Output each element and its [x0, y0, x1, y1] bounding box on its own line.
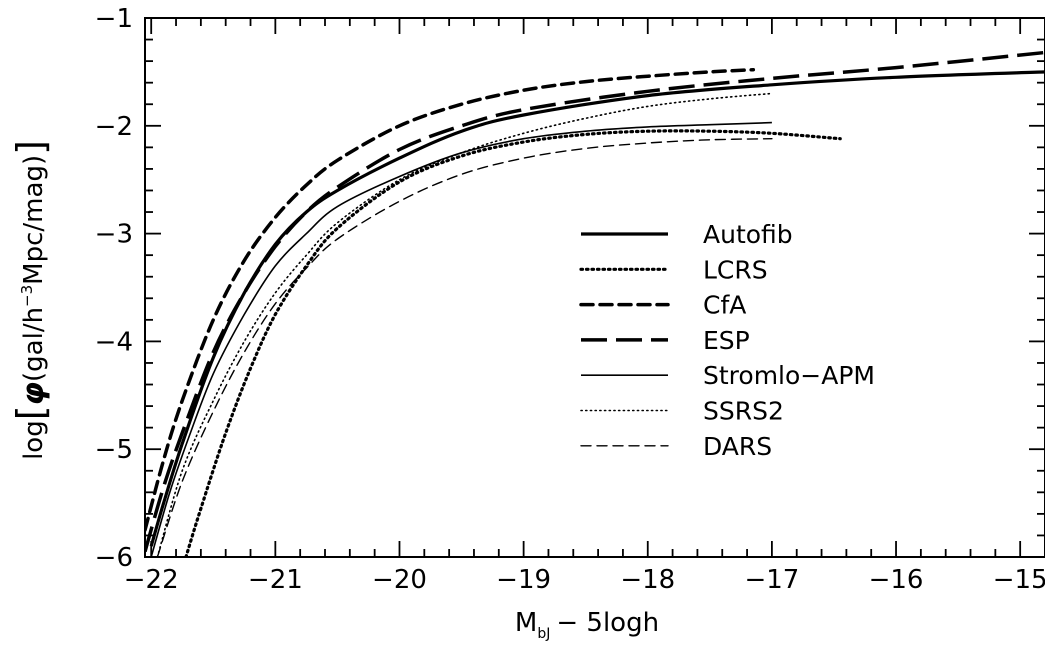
x-tick-label: −21 — [248, 565, 303, 595]
legend-label: ESP — [703, 326, 750, 355]
series-line-2 — [145, 67, 756, 532]
y-tick-label: −1 — [95, 4, 133, 34]
x-tick-labels: −22 −21 −20 −19 −18 −17 −16 −15 — [124, 565, 1045, 595]
x-axis-label: MbJ − 5logh — [515, 608, 659, 642]
series-line-4 — [150, 121, 772, 557]
x-tick-label: −17 — [744, 565, 799, 595]
x-tick-label: −18 — [620, 565, 675, 595]
y-axis-label: log[φ(gal/h−3Mpc/mag)] — [9, 140, 53, 460]
series-line-0 — [149, 70, 1045, 547]
legend-label: Autofib — [703, 220, 793, 249]
y-tick-label: −2 — [95, 112, 133, 142]
y-tick-labels: −6 −5 −4 −3 −2 −1 — [95, 4, 133, 573]
series-line-6 — [156, 138, 773, 557]
legend-label: DARS — [703, 432, 772, 461]
x-tick-label: −22 — [124, 565, 179, 595]
curves-layer — [145, 50, 1045, 557]
legend-label: Stromlo−APM — [703, 361, 875, 390]
legend-item: Stromlo−APM — [581, 361, 875, 390]
x-tick-label: −16 — [869, 565, 924, 595]
tick-marks — [145, 18, 1045, 558]
y-tick-label: −4 — [95, 327, 133, 357]
y-tick-label: −6 — [95, 543, 133, 573]
legend-item: DARS — [580, 432, 772, 461]
y-tick-label: −3 — [95, 220, 133, 250]
x-tick-label: −19 — [496, 565, 551, 595]
legend-item: CfA — [579, 291, 746, 320]
legend-label: SSRS2 — [703, 397, 784, 426]
legend-item: Autofib — [581, 220, 793, 249]
x-tick-label: −15 — [993, 565, 1045, 595]
series-line-5 — [156, 92, 773, 557]
series-line-1 — [184, 129, 842, 557]
plot-frame — [144, 17, 1045, 558]
legend-label: LCRS — [703, 255, 768, 284]
series-line-3 — [145, 50, 1045, 553]
legend-item: LCRS — [579, 255, 768, 284]
x-tick-label: −20 — [372, 565, 427, 595]
legend-item: SSRS2 — [580, 397, 784, 426]
legend: Autofib LCRS CfA ESP Stromlo−APM SSRS2 DARS — [579, 220, 875, 461]
legend-label: CfA — [703, 291, 746, 320]
legend-item: ESP — [581, 326, 750, 355]
y-tick-label: −5 — [95, 435, 133, 465]
